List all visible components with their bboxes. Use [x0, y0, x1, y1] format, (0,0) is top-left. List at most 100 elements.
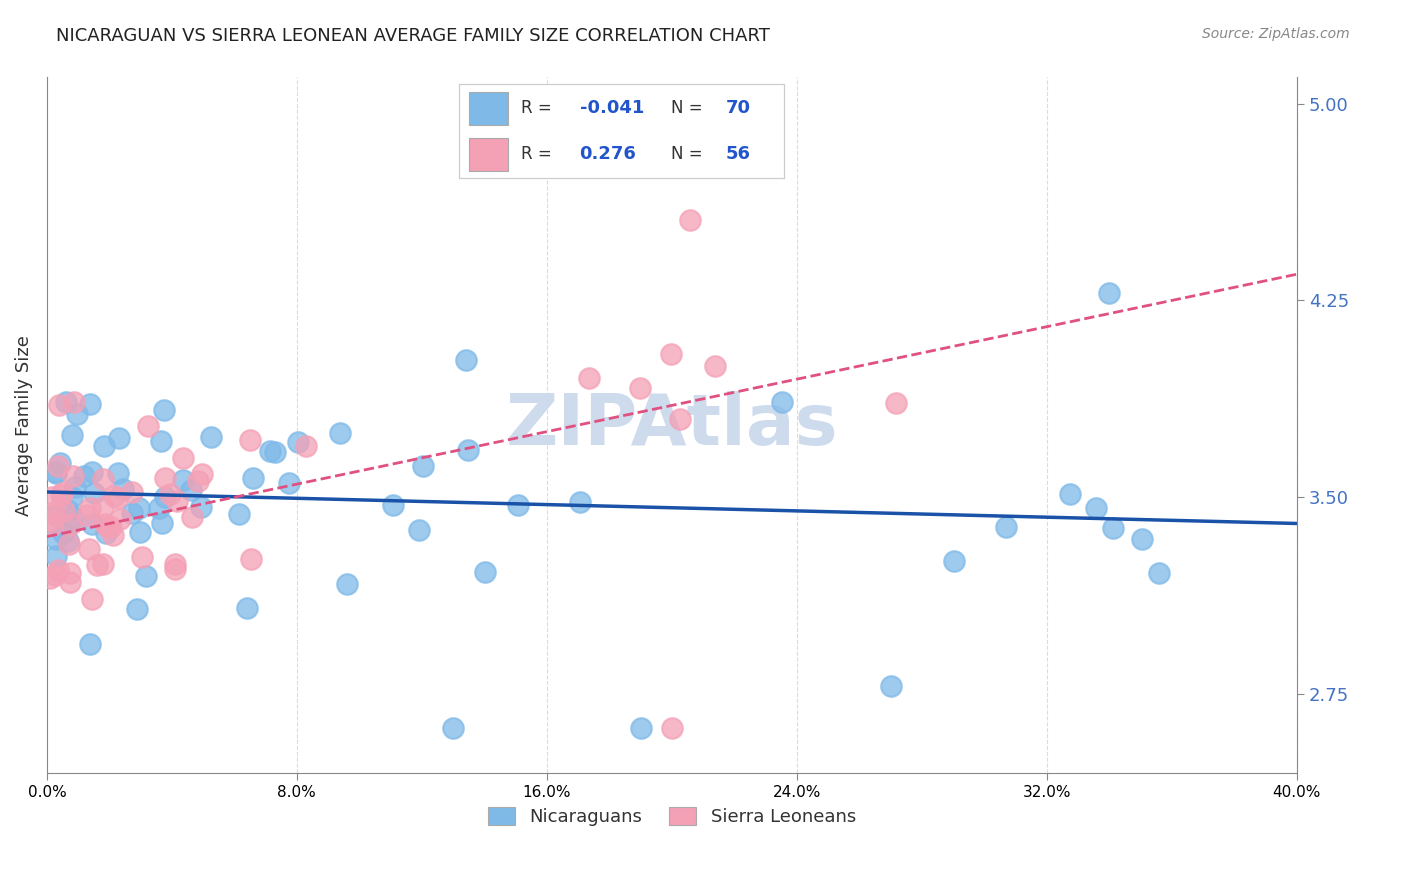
- Point: [1102, 521, 1125, 535]
- Point: [172, 451, 194, 466]
- Point: [630, 721, 652, 735]
- Point: [163, 561, 186, 575]
- Point: [138, 418, 160, 433]
- Point: [329, 426, 352, 441]
- Point: [55, 395, 77, 409]
- Point: [56, 533, 79, 548]
- Point: [131, 549, 153, 564]
- Point: [45, 466, 67, 480]
- Point: [52, 525, 75, 540]
- Point: [1085, 501, 1108, 516]
- Point: [150, 516, 173, 530]
- Point: [277, 476, 299, 491]
- Point: [668, 411, 690, 425]
- Point: [994, 520, 1017, 534]
- Point: [103, 489, 125, 503]
- Point: [264, 445, 287, 459]
- Point: [39, 513, 62, 527]
- Point: [41, 518, 63, 533]
- Point: [46, 458, 69, 473]
- Point: [1147, 566, 1170, 580]
- Point: [76, 508, 98, 522]
- Point: [66, 408, 89, 422]
- Point: [159, 487, 181, 501]
- Point: [628, 381, 651, 395]
- Point: [79, 637, 101, 651]
- Point: [108, 431, 131, 445]
- Point: [94, 516, 117, 531]
- Point: [679, 212, 702, 227]
- Point: [153, 490, 176, 504]
- Point: [172, 474, 194, 488]
- Point: [242, 471, 264, 485]
- Point: [63, 480, 86, 494]
- Point: [884, 396, 907, 410]
- Point: [128, 500, 150, 515]
- Point: [1098, 285, 1121, 300]
- Point: [63, 395, 86, 409]
- Point: [79, 501, 101, 516]
- Point: [73, 468, 96, 483]
- Point: [152, 402, 174, 417]
- Point: [135, 569, 157, 583]
- Point: [661, 721, 683, 735]
- Point: [294, 440, 316, 454]
- Point: [1059, 487, 1081, 501]
- Point: [82, 465, 104, 479]
- Point: [127, 602, 149, 616]
- Point: [180, 483, 202, 497]
- Point: [107, 491, 129, 505]
- Point: [239, 552, 262, 566]
- Point: [181, 509, 204, 524]
- Text: Source: ZipAtlas.com: Source: ZipAtlas.com: [1202, 27, 1350, 41]
- Point: [59, 516, 82, 530]
- Point: [52, 504, 75, 518]
- Text: NICARAGUAN VS SIERRA LEONEAN AVERAGE FAMILY SIZE CORRELATION CHART: NICARAGUAN VS SIERRA LEONEAN AVERAGE FAM…: [56, 27, 770, 45]
- Point: [942, 554, 965, 568]
- Point: [86, 558, 108, 572]
- Point: [83, 486, 105, 500]
- Point: [45, 532, 67, 546]
- Point: [111, 482, 134, 496]
- Point: [474, 565, 496, 579]
- Point: [60, 490, 83, 504]
- Point: [457, 442, 479, 457]
- Point: [91, 500, 114, 514]
- Point: [190, 500, 212, 514]
- Point: [94, 525, 117, 540]
- Point: [48, 398, 70, 412]
- Point: [568, 495, 591, 509]
- Point: [93, 439, 115, 453]
- Point: [39, 571, 62, 585]
- Point: [45, 508, 67, 522]
- Y-axis label: Average Family Size: Average Family Size: [15, 334, 32, 516]
- Point: [48, 456, 70, 470]
- Point: [659, 347, 682, 361]
- Point: [42, 505, 65, 519]
- Point: [163, 557, 186, 571]
- Point: [101, 528, 124, 542]
- Point: [336, 577, 359, 591]
- Point: [200, 429, 222, 443]
- Point: [287, 435, 309, 450]
- Point: [79, 541, 101, 556]
- Text: ZIPAtlas: ZIPAtlas: [506, 391, 838, 459]
- Point: [108, 511, 131, 525]
- Point: [121, 485, 143, 500]
- Point: [408, 524, 430, 538]
- Point: [578, 370, 600, 384]
- Point: [41, 490, 63, 504]
- Point: [879, 679, 901, 693]
- Point: [148, 500, 170, 515]
- Point: [62, 469, 84, 483]
- Point: [60, 517, 83, 532]
- Point: [82, 591, 104, 606]
- Point: [44, 568, 66, 582]
- Point: [56, 503, 79, 517]
- Point: [107, 466, 129, 480]
- Point: [128, 524, 150, 539]
- Point: [191, 467, 214, 482]
- Point: [82, 516, 104, 531]
- Point: [62, 510, 84, 524]
- Point: [93, 472, 115, 486]
